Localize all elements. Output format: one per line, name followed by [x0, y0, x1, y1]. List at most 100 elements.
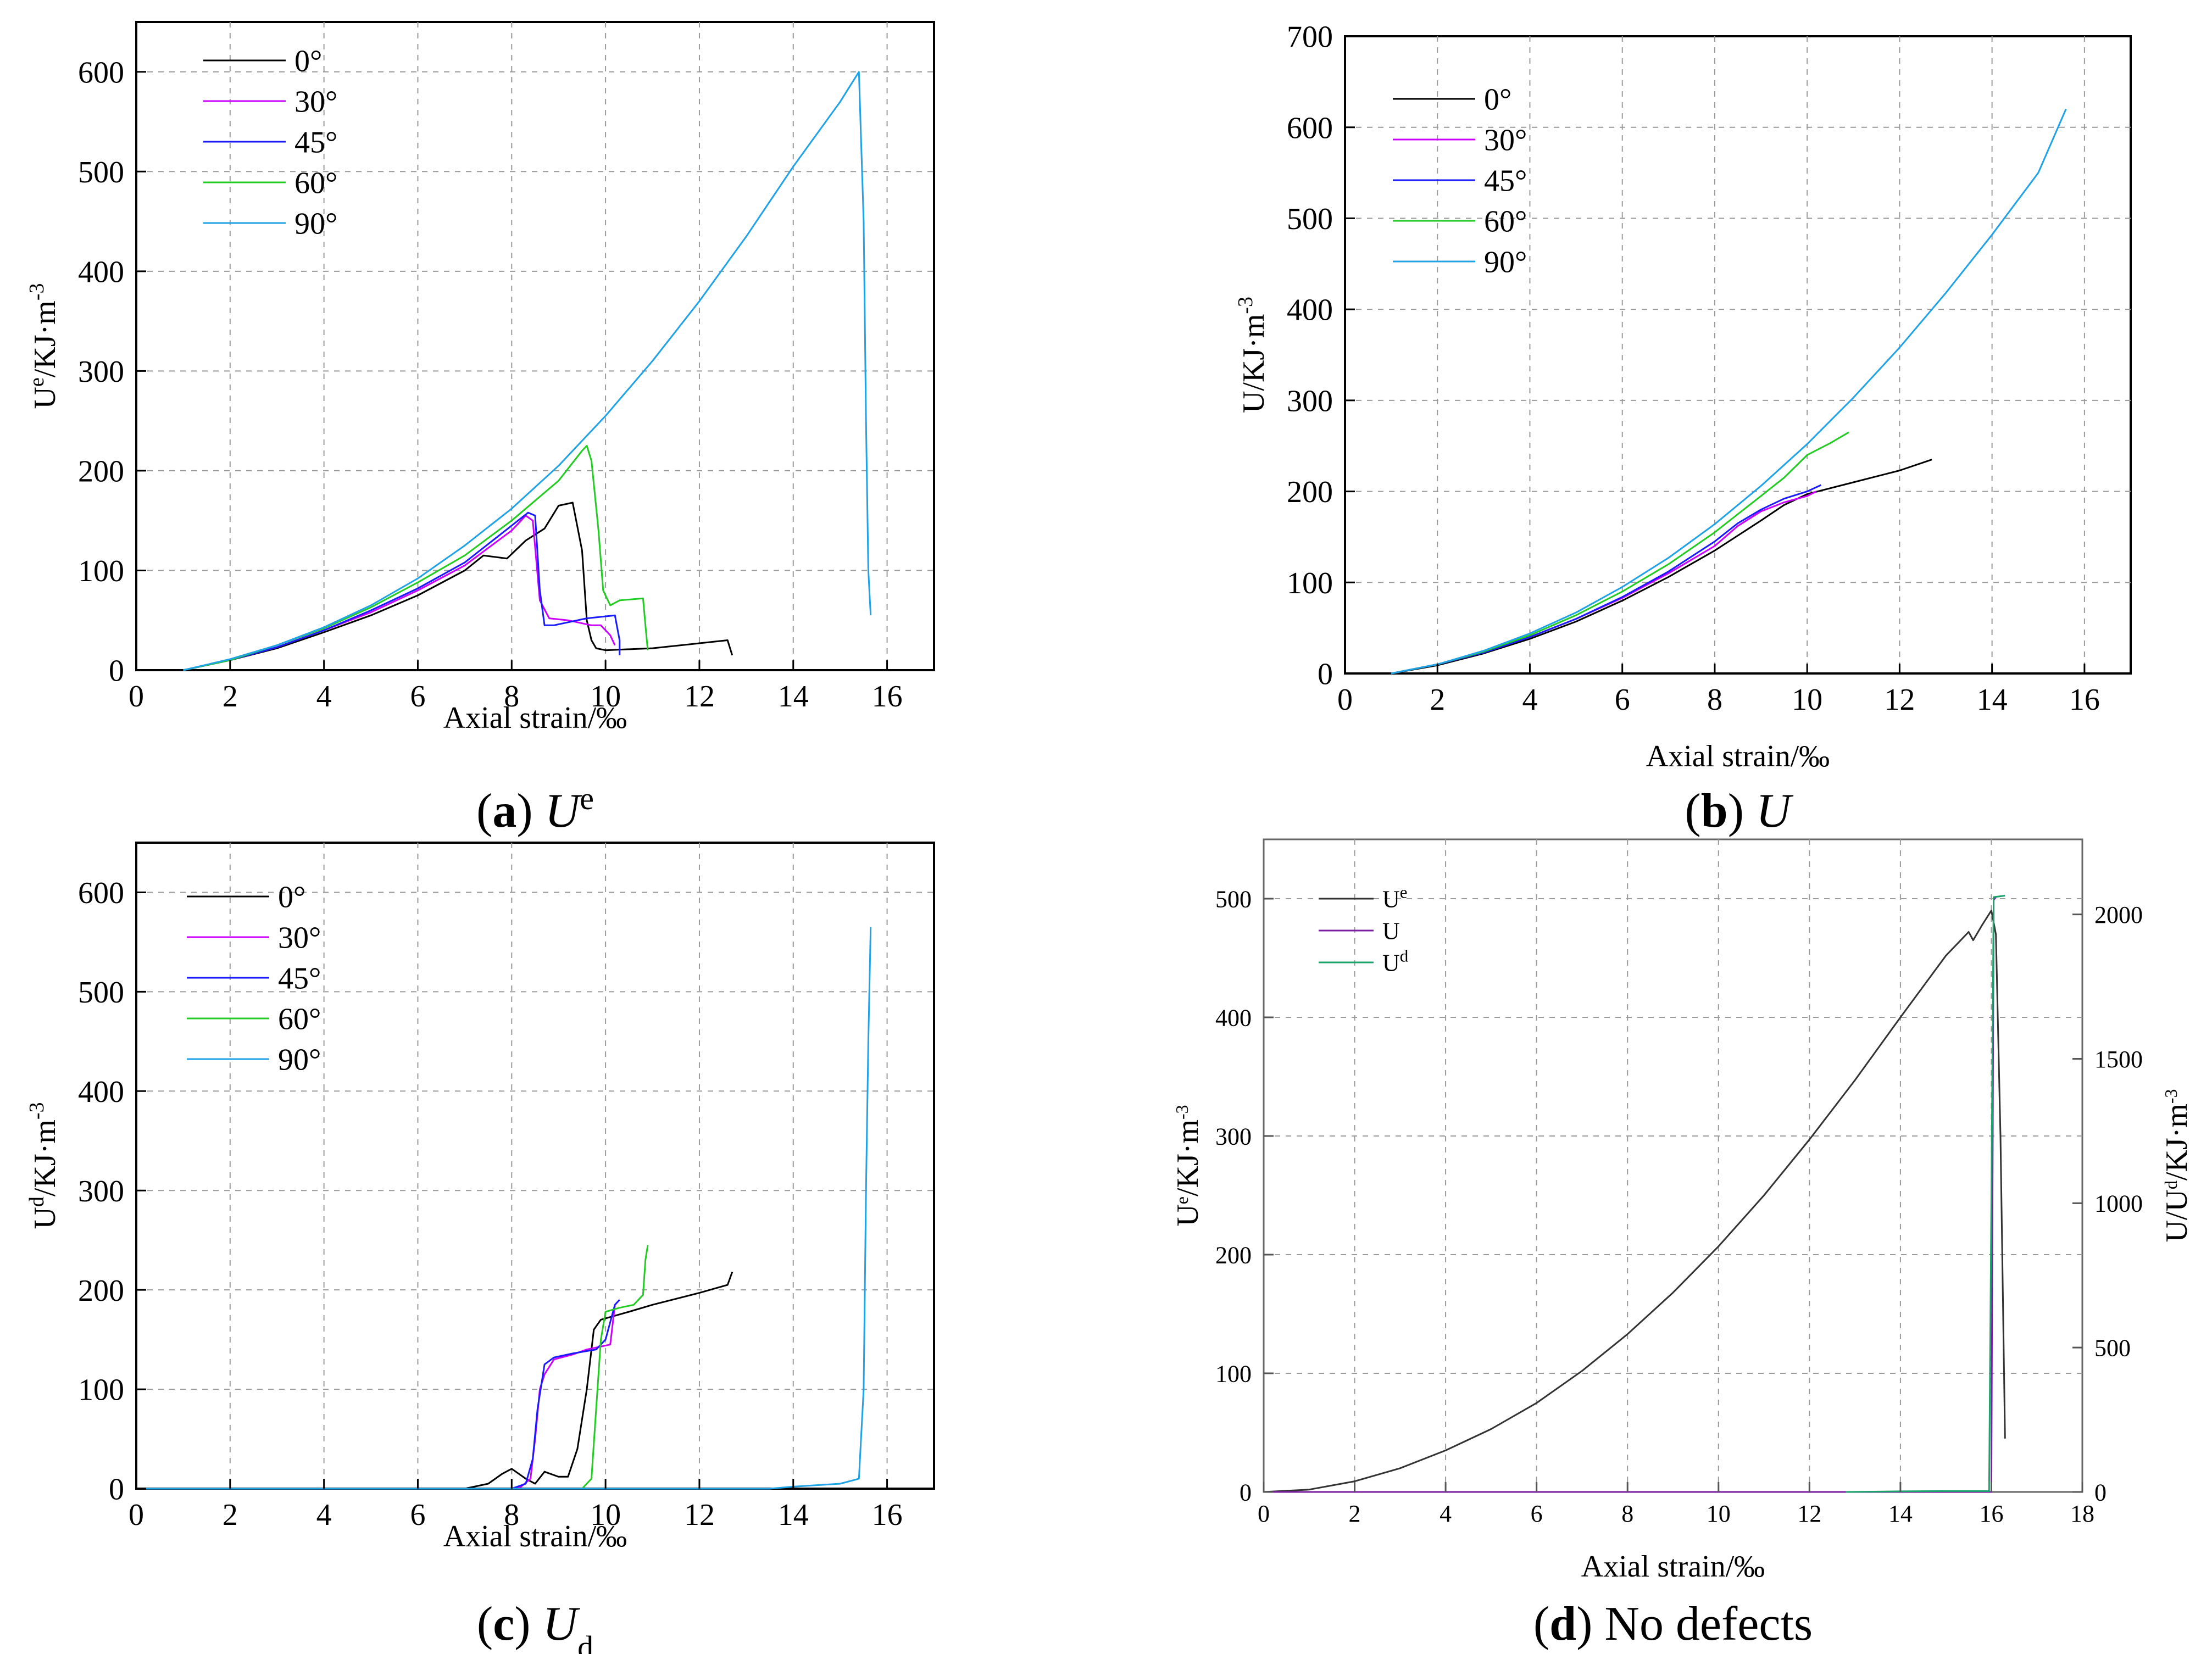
legend-label-base: U	[1382, 917, 1400, 944]
x-tick-label: 14	[778, 680, 809, 714]
y-tick-label: 0	[109, 654, 124, 688]
caption-c: (c) Ud	[477, 1597, 593, 1654]
legend-label-sup: d	[1400, 946, 1409, 965]
panel-b: 0 2 4 6 8 10 12 14 16 0 100 200 300 400 500 600 700 0° 30…	[1234, 20, 2132, 838]
caption-b: (b) U	[1685, 784, 1794, 838]
x-tick-label: 16	[1979, 1500, 2003, 1527]
y-axis-title-unit-sup: -3	[25, 1102, 48, 1120]
x-tick-label: 12	[684, 680, 715, 714]
y-tick-label: 0	[1318, 658, 1333, 692]
x-tick-label: 4	[1440, 1500, 1452, 1527]
caption-paren-open: (	[1533, 1597, 1549, 1651]
plot-frame	[1344, 35, 2132, 675]
legend-label: 90°	[1484, 246, 1527, 280]
series-line-45deg	[136, 1299, 620, 1490]
y-tick-label: 200	[1215, 1241, 1252, 1268]
x-axis-title: Axial strain/‰	[1646, 739, 1830, 773]
ticks: 0 2 4 6 8 10 12 14 16 0 100 200 300 400 500 600 700	[1287, 20, 2100, 717]
y-axis-title-unit-sup: -3	[1234, 297, 1257, 314]
caption-d: (d) No defects	[1533, 1597, 1813, 1651]
x-tick-label: 6	[410, 1498, 425, 1532]
y-axis-title: Ue/KJ·m-3	[25, 283, 62, 409]
y-axis-title-unit-sup: -3	[1172, 1105, 1192, 1120]
grid	[1264, 839, 2082, 1492]
panel-c: 0 2 4 6 8 10 12 14 16 0 100 200 300 400 500 600 0° 30° 45…	[25, 842, 935, 1654]
x-tick-label: 0	[1337, 683, 1353, 717]
legend-label: 0°	[294, 44, 322, 79]
x-tick-label: 12	[1884, 683, 1915, 717]
x-tick-label: 8	[504, 1498, 519, 1532]
x-tick-label: 14	[778, 1498, 809, 1532]
y-axis-title-base: U	[28, 1207, 62, 1229]
y-tick-label: 100	[78, 554, 124, 588]
series-group	[136, 927, 872, 1490]
plot-frame	[135, 21, 935, 671]
y-axis-title-base: U	[28, 387, 62, 409]
x-tick-label: 2	[223, 680, 238, 714]
y-tick-label: 500	[78, 976, 124, 1010]
y2-tick-label: 0	[2094, 1479, 2107, 1506]
caption-paren-close: )	[516, 784, 544, 838]
series-line-0deg	[136, 1272, 733, 1490]
y2-axis-title-unit-sup: -3	[2161, 1089, 2181, 1104]
legend-label-base: U	[1382, 886, 1400, 912]
legend: 0° 30° 45° 60° 90°	[1393, 83, 1527, 280]
y-axis-title: U/KJ·m-3	[1234, 297, 1271, 413]
panel-d: 0 2 4 6 8 10 12 14 16 180100200300400500050010001…	[1171, 838, 2194, 1651]
x-tick-label: 0	[1258, 1500, 1270, 1527]
x-tick-label: 6	[1531, 1500, 1543, 1527]
series-line-90deg	[183, 71, 872, 671]
x-tick-label: 6	[1615, 683, 1630, 717]
y2-axis-title: U/Ud/KJ·m-3	[2160, 1089, 2194, 1242]
ticks: 0 2 4 6 8 10 12 14 16 0 100 200 300 400 500 600	[78, 55, 903, 714]
legend-label: Ue	[1382, 882, 1408, 913]
y-axis-title-base: U	[1237, 391, 1271, 413]
legend-label: 0°	[1484, 83, 1511, 117]
caption-paren-close: )	[514, 1597, 542, 1651]
x-tick-label: 10	[1792, 683, 1822, 717]
caption-text: U	[545, 784, 583, 838]
series-group	[1391, 109, 2067, 675]
x-tick-label: 18	[2070, 1500, 2094, 1527]
y2-tick-label: 500	[2094, 1335, 2131, 1362]
legend-label: Ud	[1382, 946, 1409, 977]
legend-label-base: U	[1382, 949, 1400, 976]
caption-sup: e	[580, 781, 594, 816]
legend-label: 45°	[294, 126, 337, 160]
series-line-0deg	[1391, 459, 1932, 675]
x-tick-label: 16	[872, 1498, 903, 1532]
caption-text: No defects	[1604, 1597, 1813, 1651]
y-tick-label: 300	[1215, 1123, 1252, 1150]
y-tick-label: 300	[78, 1174, 124, 1209]
caption-letter: d	[1549, 1597, 1576, 1651]
y2-axis-title-sup: d	[2161, 1180, 2181, 1189]
y-axis-title: Ud/KJ·m-3	[25, 1102, 62, 1229]
y2-axis-title-rest: /KJ·m	[2160, 1104, 2194, 1180]
legend-label: 45°	[278, 962, 321, 996]
y2-axis-title-base: U/U	[2160, 1189, 2194, 1242]
x-tick-label: 4	[316, 680, 332, 714]
x-tick-label: 6	[410, 680, 425, 714]
y-axis-title-sup: e	[25, 377, 48, 387]
y-axis-title-rest: /KJ·m	[28, 300, 62, 377]
caption-text: U	[543, 1597, 581, 1651]
legend-label: 30°	[294, 85, 337, 119]
y-tick-label: 100	[78, 1373, 124, 1407]
x-tick-label: 8	[504, 680, 519, 714]
grid	[136, 843, 934, 1489]
y-tick-label: 600	[78, 876, 124, 910]
y-tick-label: 0	[109, 1473, 124, 1507]
legend: 0° 30° 45° 60° 90°	[203, 44, 337, 241]
legend-label: 90°	[278, 1043, 321, 1077]
y-tick-label: 600	[1287, 111, 1333, 145]
y-tick-label: 200	[1287, 475, 1333, 509]
series-line-90deg	[1391, 109, 2067, 675]
panel-a: 0 2 4 6 8 10 12 14 16 0 100 200 300 400 500 600 0° 30° 45…	[25, 21, 935, 838]
x-tick-label: 4	[316, 1498, 332, 1532]
series-group	[183, 71, 872, 671]
x-tick-label: 2	[1349, 1500, 1361, 1527]
legend-label: 45°	[1484, 164, 1527, 198]
y-tick-label: 300	[1287, 384, 1333, 418]
x-tick-label: 16	[2069, 683, 2100, 717]
